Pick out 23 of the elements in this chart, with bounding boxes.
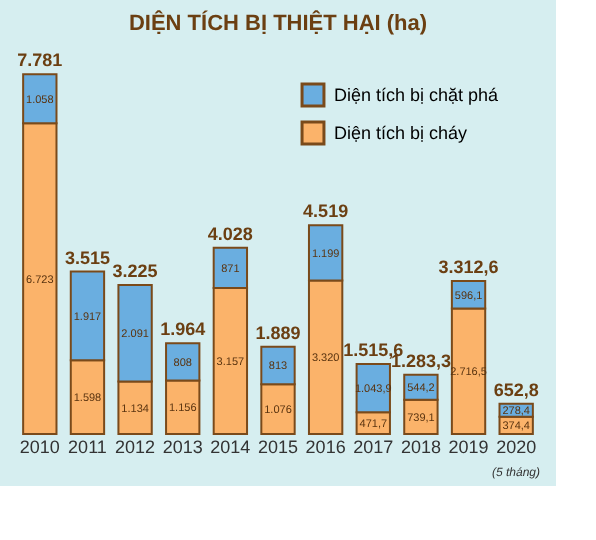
- chart-title: DIỆN TÍCH BỊ THIỆT HẠI (ha): [128, 10, 428, 36]
- x-tick-label: 2012: [115, 437, 156, 457]
- x-tick-label: 2019: [448, 437, 489, 457]
- x-tick-label: 2013: [162, 437, 203, 457]
- x-tick-label: 2014: [210, 437, 251, 457]
- total-label: 1.889: [255, 322, 301, 343]
- total-label: 3.515: [64, 247, 110, 268]
- total-label: 4.519: [303, 201, 349, 222]
- total-label: 3.312,6: [438, 256, 499, 277]
- total-label: 652,8: [493, 379, 539, 400]
- total-label: 4.028: [207, 223, 253, 244]
- x-tick-label: 2015: [257, 437, 299, 457]
- x-tick-label: 2020: [496, 437, 537, 457]
- total-label: 7.781: [17, 50, 63, 71]
- x-tick-label: 2010: [19, 437, 60, 457]
- x-tick-label: 2011: [68, 437, 107, 457]
- legend-label: Diện tích bị cháy: [334, 123, 469, 143]
- x-tick-label: 2016: [305, 437, 346, 457]
- total-label: 3.225: [112, 260, 158, 281]
- total-label: 1.964: [160, 319, 206, 340]
- x-tick-label: 2017: [353, 437, 394, 457]
- legend-label: Diện tích bị chặt phá: [334, 85, 499, 105]
- x-tick-label: 2018: [400, 437, 441, 457]
